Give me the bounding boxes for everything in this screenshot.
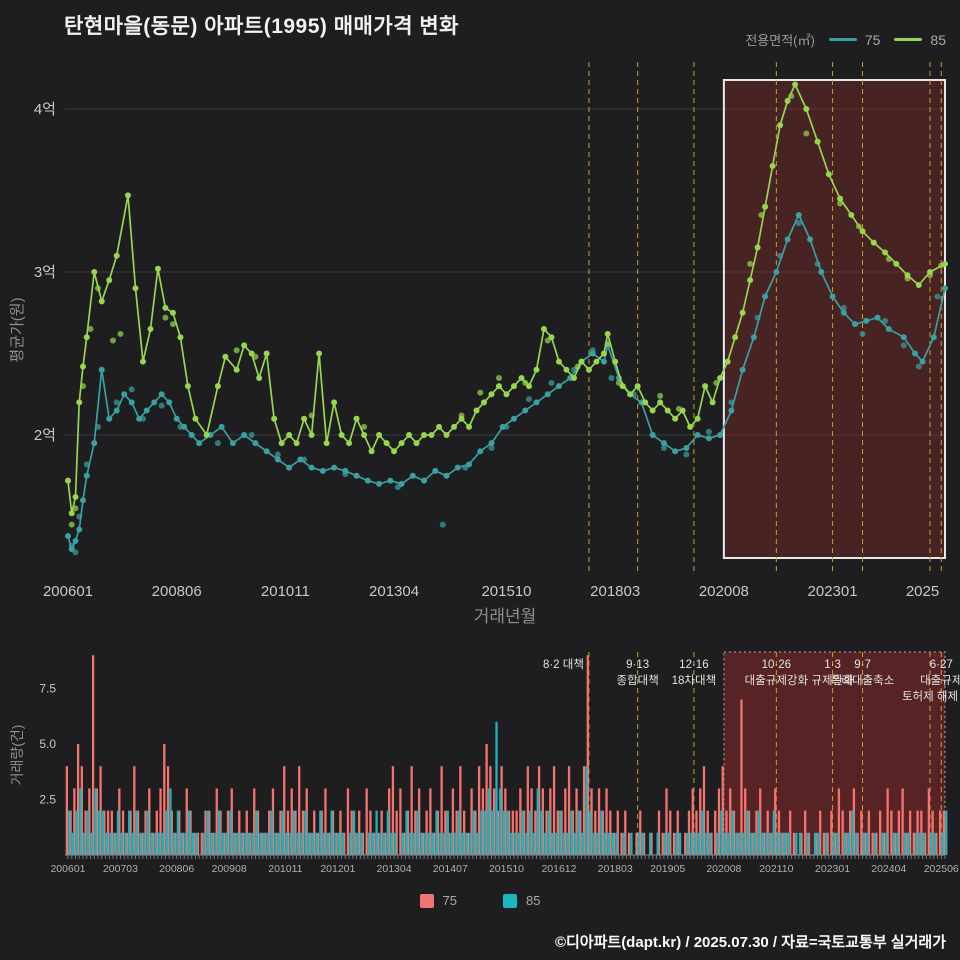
svg-text:202110: 202110 [759, 863, 793, 875]
price-grid: 2억 3억 4억 [34, 101, 945, 444]
svg-text:201011: 201011 [268, 863, 302, 875]
svg-text:200806: 200806 [152, 583, 202, 600]
svg-text:201803: 201803 [598, 863, 633, 875]
svg-text:18차대책: 18차대책 [672, 673, 717, 687]
svg-text:10·26: 10·26 [762, 659, 791, 671]
svg-text:200601: 200601 [50, 863, 85, 875]
svg-text:200703: 200703 [103, 863, 138, 875]
legend-item-85[interactable]: 85 [894, 32, 946, 48]
svg-text:202008: 202008 [699, 583, 749, 600]
svg-text:201011: 201011 [261, 583, 310, 600]
svg-text:평균가(원): 평균가(원) [9, 297, 26, 362]
legend-label-85: 85 [930, 31, 946, 48]
bar-75-swatch [419, 893, 434, 908]
svg-text:200908: 200908 [212, 863, 247, 875]
policy-annotations: 8·2 대책 9·13 종합대책 12·16 18차대책 10·26 대출규제강화 1·3 규제… [543, 657, 960, 703]
svg-text:201612: 201612 [541, 863, 576, 875]
svg-text:토허제 해제: 토허제 해제 [902, 690, 958, 703]
highlight-region [722, 79, 947, 856]
volume-axis: 200601 200703 200806 200908 201011 201201 2013… [39, 682, 959, 876]
svg-text:5.0: 5.0 [39, 737, 56, 751]
volume-legend-label-75: 75 [442, 893, 457, 908]
legend-label-75: 75 [864, 31, 881, 48]
svg-text:거래량(건): 거래량(건) [9, 725, 25, 786]
volume-legend-item-85[interactable]: 85 [503, 893, 540, 908]
svg-text:3억: 3억 [34, 264, 56, 281]
svg-text:201304: 201304 [377, 863, 412, 875]
svg-text:4억: 4억 [34, 101, 56, 118]
svg-text:9·13: 9·13 [626, 659, 649, 671]
svg-text:8·2 대책: 8·2 대책 [543, 657, 584, 671]
legend-item-75[interactable]: 75 [828, 31, 881, 48]
svg-text:규제완화: 규제완화 [811, 674, 854, 687]
volume-legend-label-85: 85 [526, 893, 541, 908]
svg-text:6·27: 6·27 [930, 659, 953, 671]
copyright-footer: ©디아파트(dapt.kr) / 2025.07.30 / 자료=국토교통부 실… [554, 934, 946, 951]
volume-bars [65, 655, 948, 855]
series-75-line-swatch [828, 38, 857, 41]
svg-text:거래년월: 거래년월 [474, 607, 537, 626]
area-legend: 전용면적(㎡) 75 85 [745, 30, 946, 49]
svg-text:대출규제강화: 대출규제강화 [745, 674, 809, 687]
svg-text:201201: 201201 [320, 863, 355, 875]
svg-text:201510: 201510 [481, 583, 531, 600]
svg-text:2025: 2025 [906, 583, 939, 600]
area-legend-title: 전용면적(㎡) [745, 33, 815, 48]
svg-text:202404: 202404 [871, 863, 906, 875]
svg-text:201803: 201803 [590, 583, 640, 600]
svg-text:201510: 201510 [489, 863, 524, 875]
svg-text:2.5: 2.5 [39, 793, 56, 807]
svg-text:201304: 201304 [369, 583, 419, 600]
svg-text:9·7: 9·7 [854, 659, 871, 671]
svg-text:202301: 202301 [808, 583, 858, 600]
volume-legend-item-75[interactable]: 75 [419, 893, 457, 908]
svg-text:202506: 202506 [924, 863, 959, 875]
svg-text:1·3: 1·3 [824, 659, 841, 671]
svg-text:201407: 201407 [433, 863, 468, 875]
svg-text:특례대출축소: 특례대출축소 [831, 674, 894, 687]
svg-text:2억: 2억 [34, 427, 56, 444]
volume-legend: 75 85 [0, 893, 960, 908]
svg-text:200601: 200601 [43, 583, 93, 600]
svg-text:200806: 200806 [159, 863, 194, 875]
svg-text:종합대책: 종합대책 [617, 673, 659, 687]
price-axis: 200601 200806 201011 201304 201510 201803 2020… [9, 297, 939, 785]
series-85-line-swatch [894, 38, 923, 41]
svg-text:201905: 201905 [650, 863, 685, 875]
price-series [65, 81, 948, 556]
svg-text:202008: 202008 [706, 863, 741, 875]
svg-text:12·16: 12·16 [679, 659, 708, 671]
svg-text:대출규제: 대출규제 [920, 674, 960, 687]
page-title: 탄현마을(동문) 아파트(1995) 매매가격 변화 [64, 15, 459, 38]
svg-text:7.5: 7.5 [39, 682, 56, 696]
svg-text:202301: 202301 [815, 863, 850, 875]
bar-85-swatch [503, 893, 517, 908]
